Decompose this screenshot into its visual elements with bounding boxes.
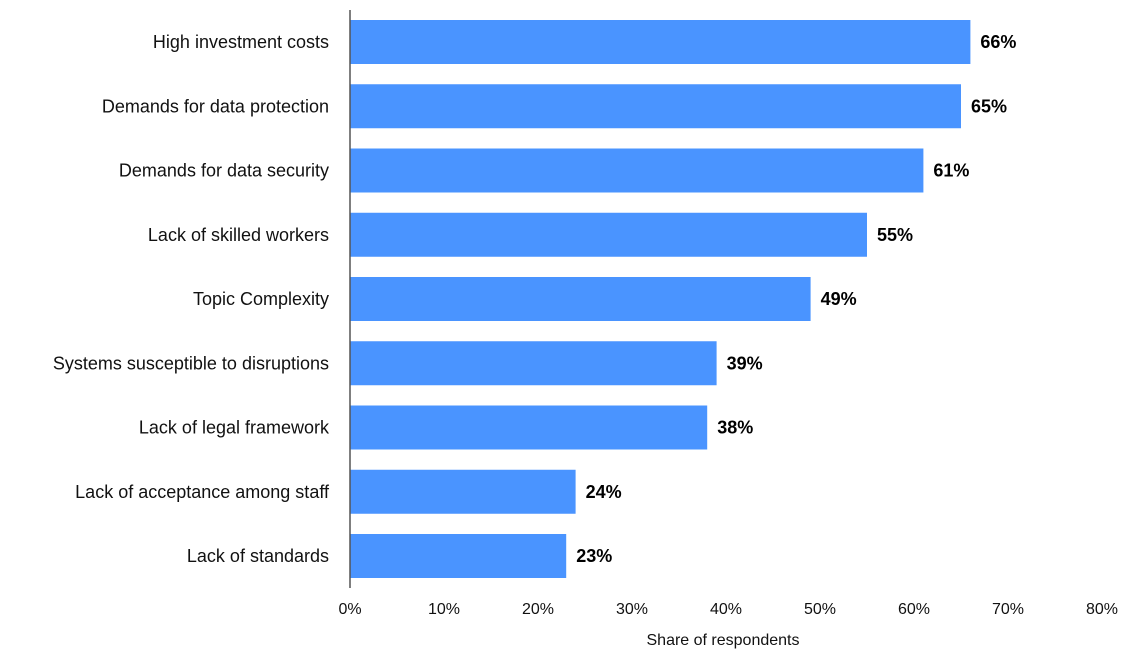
bar bbox=[350, 212, 867, 257]
category-label: Lack of acceptance among staff bbox=[75, 482, 330, 502]
bar bbox=[350, 534, 567, 578]
data-label: 65% bbox=[971, 96, 1007, 116]
data-label: 24% bbox=[586, 482, 622, 502]
bar bbox=[350, 405, 708, 450]
category-label: Systems susceptible to disruptions bbox=[53, 353, 329, 373]
category-label: Demands for data protection bbox=[102, 96, 329, 116]
x-axis-title: Share of respondents bbox=[647, 632, 800, 649]
x-tick-label: 80% bbox=[1086, 601, 1118, 618]
bar bbox=[350, 84, 961, 129]
x-tick-label: 50% bbox=[804, 601, 836, 618]
category-label: Demands for data security bbox=[119, 161, 329, 181]
x-tick-label: 20% bbox=[522, 601, 554, 618]
data-label: 38% bbox=[717, 418, 753, 438]
bar bbox=[350, 20, 971, 64]
bar bbox=[350, 469, 576, 514]
category-labels: High investment costs Demands for data pr… bbox=[53, 32, 330, 566]
data-label: 39% bbox=[727, 353, 763, 373]
bar bbox=[350, 277, 811, 321]
bar bbox=[350, 341, 717, 386]
category-label: Lack of standards bbox=[187, 546, 329, 566]
value-labels: 66% 65% 61% 55% 49% 39% 38% 24% 23% bbox=[576, 32, 1016, 566]
x-tick-labels: 0% 10% 20% 30% 40% 50% 60% 70% 80% bbox=[338, 601, 1118, 618]
category-label: Lack of legal framework bbox=[139, 418, 330, 438]
x-tick-label: 30% bbox=[616, 601, 648, 618]
category-label: Lack of skilled workers bbox=[148, 225, 329, 245]
x-tick-label: 0% bbox=[338, 601, 361, 618]
x-tick-label: 40% bbox=[710, 601, 742, 618]
bar bbox=[350, 148, 924, 193]
data-label: 49% bbox=[821, 289, 857, 309]
data-label: 66% bbox=[980, 32, 1016, 52]
data-label: 61% bbox=[933, 161, 969, 181]
bars-group bbox=[350, 20, 971, 578]
category-label: High investment costs bbox=[153, 32, 329, 52]
x-tick-label: 70% bbox=[992, 601, 1024, 618]
x-tick-label: 10% bbox=[428, 601, 460, 618]
data-label: 55% bbox=[877, 225, 913, 245]
category-label: Topic Complexity bbox=[193, 289, 329, 309]
data-label: 23% bbox=[576, 546, 612, 566]
x-tick-label: 60% bbox=[898, 601, 930, 618]
